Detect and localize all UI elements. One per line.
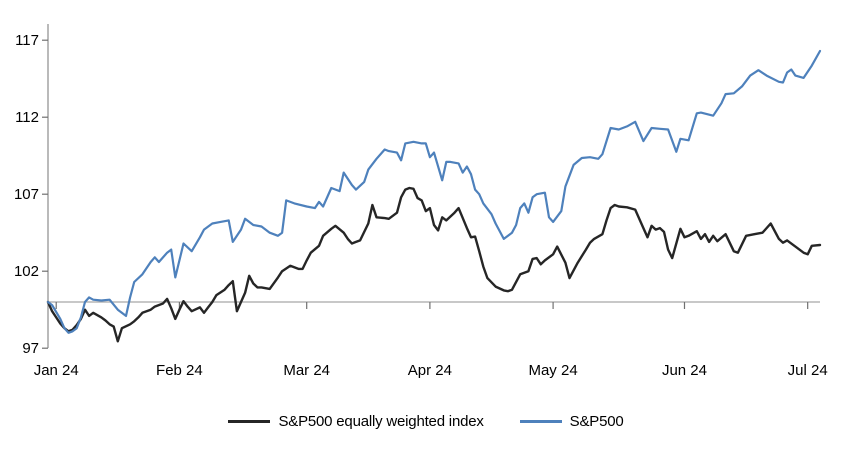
- y-tick-label: 97: [22, 340, 39, 357]
- legend-label-sp500: S&P500: [569, 413, 624, 430]
- x-tick-label: Jul 24: [788, 362, 828, 379]
- x-tick-label: Jan 24: [34, 362, 79, 379]
- x-tick-label: Mar 24: [283, 362, 330, 379]
- legend-line-swatch-equal-weight: [228, 420, 271, 423]
- chart-legend: S&P500 equally weighted index S&P500: [0, 413, 852, 430]
- x-tick-label: May 24: [528, 362, 577, 379]
- legend-item-equal-weight: S&P500 equally weighted index: [228, 413, 484, 430]
- x-tick-label: Jun 24: [662, 362, 707, 379]
- x-tick-label: Feb 24: [156, 362, 203, 379]
- series-line-sp500-equal-weight: [46, 186, 822, 343]
- y-tick-label: 102: [14, 263, 39, 280]
- y-tick-label: 107: [14, 186, 39, 203]
- legend-label-equal-weight: S&P500 equally weighted index: [278, 413, 484, 430]
- y-tick-label: 112: [15, 109, 39, 126]
- series-line-sp500: [46, 49, 822, 334]
- legend-item-sp500: S&P500: [519, 413, 624, 430]
- x-tick-label: Apr 24: [408, 362, 452, 379]
- y-tick-label: 117: [15, 32, 39, 49]
- legend-line-swatch-sp500: [519, 420, 562, 423]
